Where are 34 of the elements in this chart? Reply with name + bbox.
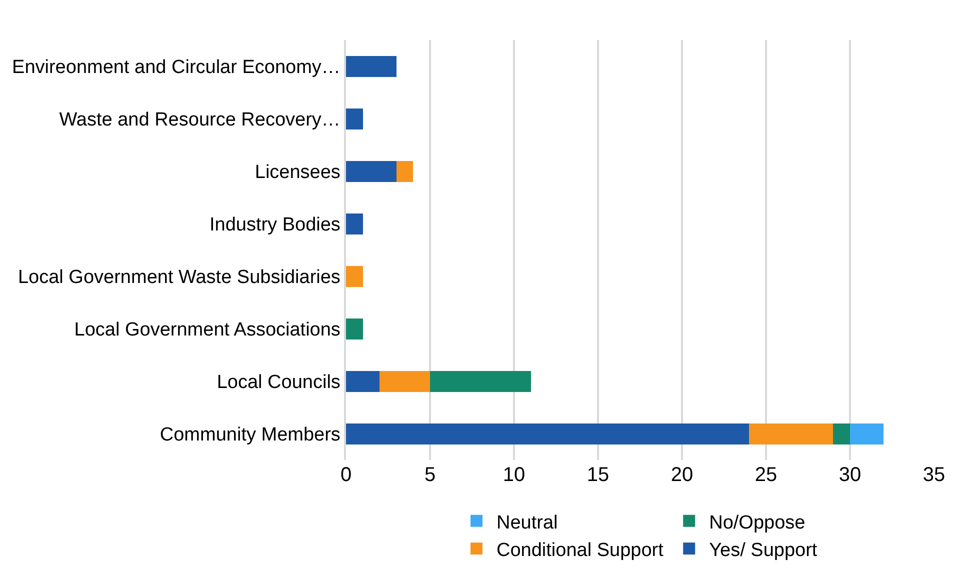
legend-label: Neutral xyxy=(496,512,558,534)
legend-label: Yes/ Support xyxy=(709,540,818,561)
bar xyxy=(430,370,531,392)
y-tick-label: Waste and Resource Recovery… xyxy=(59,109,340,130)
x-tick-label: 5 xyxy=(424,464,436,486)
legend-label: Conditional Support xyxy=(496,540,664,561)
bar xyxy=(346,318,363,340)
bar xyxy=(346,160,396,182)
legend-label: No/Oppose xyxy=(709,512,806,534)
x-tick-label: 30 xyxy=(838,464,862,486)
bar xyxy=(346,266,363,287)
bar xyxy=(346,213,363,234)
bar xyxy=(346,370,380,392)
bar xyxy=(749,423,834,444)
x-tick-label: 0 xyxy=(340,464,352,486)
x-tick-label: 15 xyxy=(586,464,610,486)
x-tick-label: 25 xyxy=(754,464,778,486)
x-tick-label: 20 xyxy=(670,464,694,486)
bar xyxy=(346,423,750,444)
bar xyxy=(346,108,363,130)
y-tick-label: Community Members xyxy=(160,424,340,446)
y-tick-label: Industry Bodies xyxy=(209,214,340,236)
x-tick-label: 10 xyxy=(502,464,526,486)
bar xyxy=(833,423,850,444)
y-tick-label: Local Government Associations xyxy=(74,319,340,340)
y-tick-label: Local Councils xyxy=(216,372,340,393)
x-tick-label: 35 xyxy=(922,464,946,486)
bar xyxy=(380,370,430,392)
y-tick-label: Local Government Waste Subsidiaries xyxy=(18,266,340,288)
bar xyxy=(850,423,884,444)
bar xyxy=(346,56,396,77)
bar xyxy=(396,160,414,182)
y-tick-label: Envireonment and Circular Economy… xyxy=(12,56,340,78)
y-tick-label: Licensees xyxy=(254,162,340,183)
